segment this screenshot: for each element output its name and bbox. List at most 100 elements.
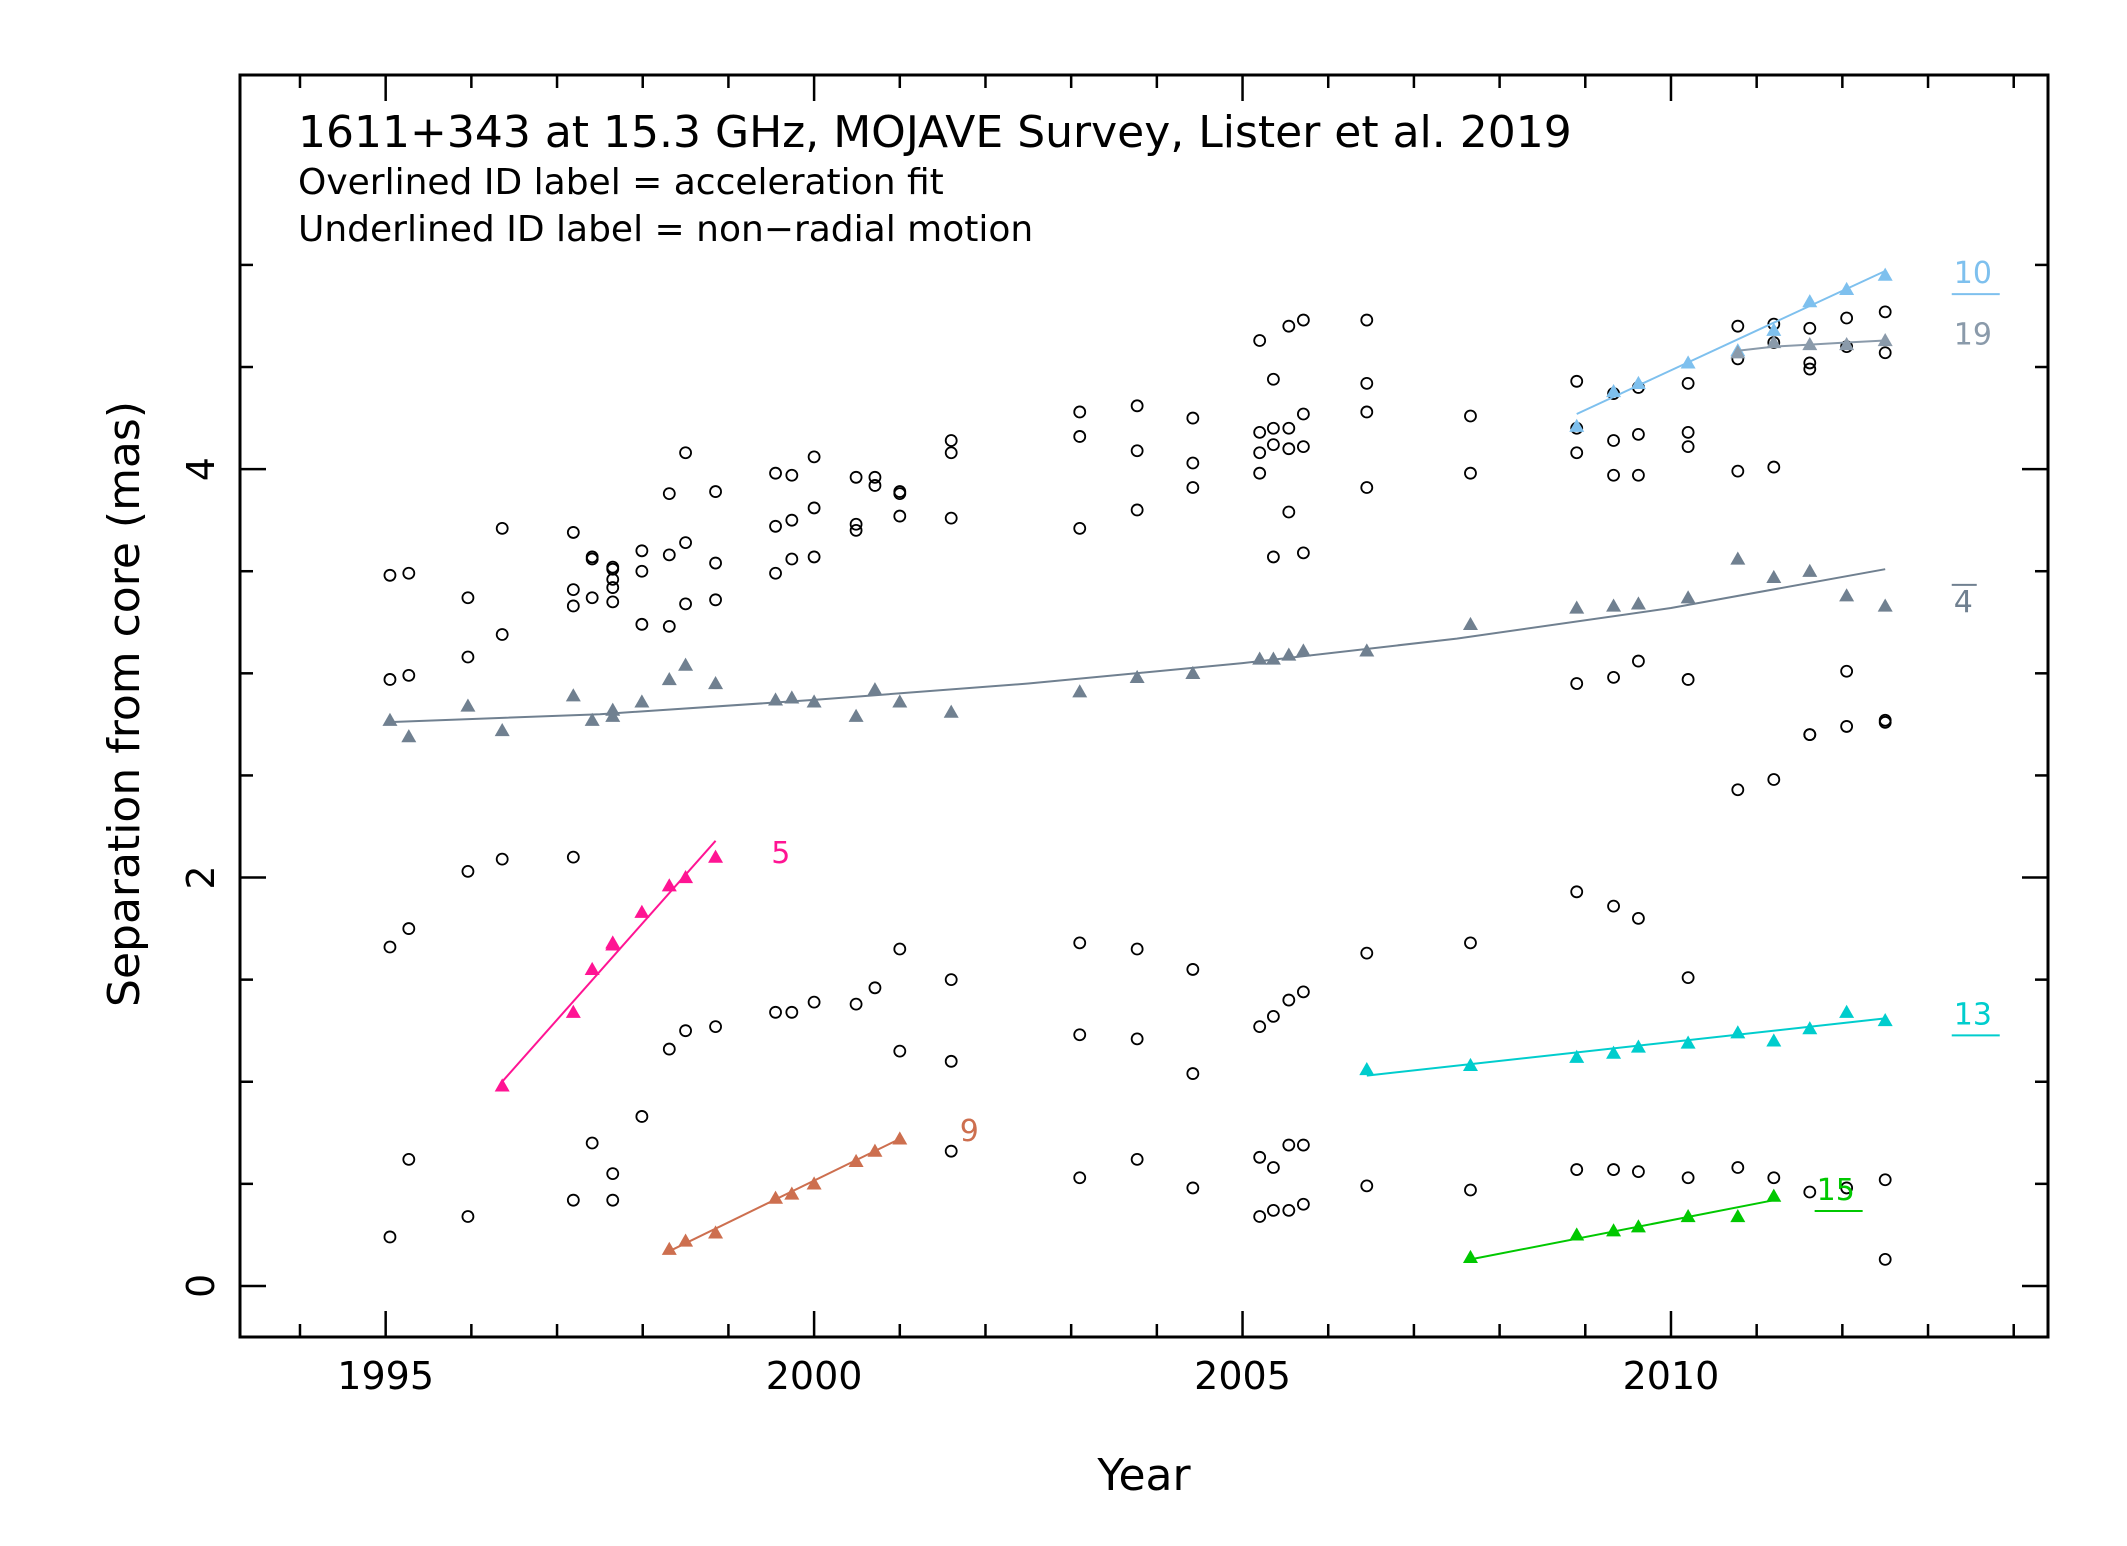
data-point-4	[1630, 596, 1646, 610]
data-point-15	[1462, 1249, 1478, 1263]
unassigned-point	[1607, 468, 1620, 482]
unassigned-points	[383, 305, 1892, 1266]
unassigned-point	[495, 852, 509, 866]
unassigned-point	[1296, 985, 1310, 999]
data-point-4	[1252, 651, 1268, 665]
series-label-13: 13	[1954, 997, 1992, 1032]
data-point-5	[494, 1078, 510, 1092]
unassigned-point	[807, 995, 821, 1009]
unassigned-point	[1266, 1009, 1280, 1023]
data-point-9	[708, 1225, 724, 1239]
unassigned-point	[1681, 425, 1695, 439]
unassigned-point	[785, 552, 799, 566]
unassigned-point	[1296, 1138, 1310, 1152]
data-point-10	[1839, 281, 1855, 296]
data-point-4	[678, 657, 694, 671]
series-label-5: 5	[771, 836, 790, 871]
unassigned-point	[1296, 407, 1310, 421]
unassigned-point	[709, 556, 722, 570]
unassigned-point	[402, 668, 416, 682]
data-point-5	[678, 870, 694, 884]
unassigned-point	[585, 1136, 599, 1150]
unassigned-point	[1253, 466, 1267, 480]
unassigned-point	[1130, 1032, 1144, 1046]
data-point-10	[1630, 375, 1646, 389]
unassigned-point	[1681, 971, 1695, 984]
series-group	[382, 267, 1893, 1263]
x-tick-label: 2005	[1194, 1354, 1291, 1398]
unassigned-point	[769, 1005, 782, 1019]
unassigned-point	[635, 564, 649, 578]
unassigned-point	[1464, 409, 1477, 423]
data-point-9	[661, 1241, 677, 1255]
data-point-13	[1730, 1025, 1746, 1039]
unassigned-point	[1253, 1150, 1267, 1164]
unassigned-point	[1464, 1183, 1477, 1197]
data-point-4	[1680, 590, 1696, 604]
data-point-15	[1569, 1227, 1585, 1241]
unassigned-point	[1570, 446, 1584, 460]
unassigned-point	[944, 973, 958, 987]
unassigned-point	[606, 595, 620, 609]
unassigned-point	[1878, 715, 1892, 729]
unassigned-point	[662, 487, 676, 501]
data-point-4	[382, 712, 398, 726]
unassigned-point	[1570, 885, 1584, 899]
x-tick-label: 1995	[337, 1354, 434, 1398]
unassigned-point	[1282, 993, 1296, 1007]
data-point-4	[401, 729, 417, 743]
unassigned-point	[1632, 428, 1645, 441]
unassigned-point	[1282, 1138, 1296, 1152]
data-point-4	[1281, 647, 1297, 661]
data-point-9	[848, 1153, 864, 1168]
unassigned-point	[1266, 372, 1280, 386]
unassigned-point	[1570, 374, 1584, 388]
unassigned-point	[944, 1144, 958, 1158]
unassigned-point	[893, 487, 907, 501]
unassigned-point	[1130, 942, 1144, 956]
unassigned-point	[1130, 399, 1144, 413]
series-9	[661, 1131, 908, 1255]
unassigned-point	[1632, 654, 1645, 668]
unassigned-point	[893, 942, 907, 956]
axis-tick-labels: 1995 2000 2005 2010 0 2 4	[179, 457, 1719, 1398]
data-point-4	[494, 723, 510, 737]
data-point-4	[460, 698, 476, 712]
data-point-9	[678, 1233, 694, 1247]
note-non-radial: Underlined ID label = non−radial motion	[298, 209, 1033, 250]
y-tick-label: 4	[179, 457, 223, 481]
data-point-4	[943, 704, 959, 718]
unassigned-point	[769, 566, 782, 580]
data-point-19	[1877, 332, 1893, 347]
data-point-4	[634, 694, 650, 708]
unassigned-point	[635, 1110, 649, 1123]
unassigned-point	[461, 591, 475, 605]
data-point-19	[1730, 345, 1746, 359]
unassigned-point	[1253, 446, 1267, 460]
unassigned-point	[635, 544, 649, 558]
unassigned-point	[402, 922, 416, 935]
unassigned-point	[1731, 783, 1745, 797]
unassigned-point	[1130, 503, 1144, 517]
unassigned-point	[1073, 430, 1087, 443]
unassigned-point	[1681, 440, 1695, 454]
data-point-4	[605, 702, 621, 716]
unassigned-point	[1282, 421, 1296, 435]
data-point-13	[1630, 1039, 1646, 1053]
data-point-10	[1606, 384, 1622, 398]
unassigned-point	[1296, 546, 1310, 560]
unassigned-point	[1282, 1203, 1296, 1217]
unassigned-point	[566, 1193, 580, 1207]
unassigned-point	[1767, 773, 1781, 786]
unassigned-point	[679, 1024, 692, 1038]
unassigned-point	[1803, 728, 1817, 741]
data-point-9	[867, 1143, 883, 1157]
unassigned-point	[944, 446, 958, 460]
unassigned-point	[1840, 311, 1854, 325]
unassigned-point	[1282, 442, 1296, 456]
unassigned-point	[1360, 313, 1374, 327]
unassigned-point	[1186, 1181, 1200, 1195]
data-point-4	[1265, 651, 1281, 665]
unassigned-point	[868, 470, 882, 484]
data-point-15	[1680, 1209, 1696, 1223]
